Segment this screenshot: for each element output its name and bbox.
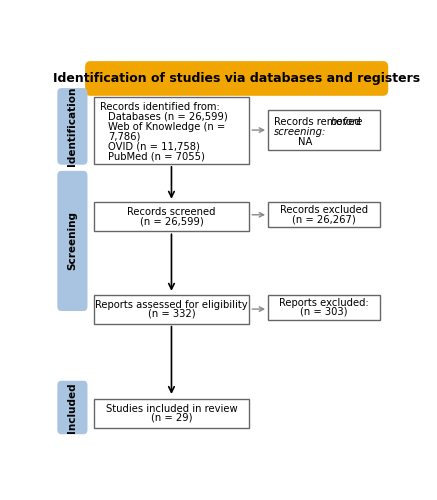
Text: Screening: Screening: [67, 212, 77, 270]
FancyBboxPatch shape: [94, 96, 250, 164]
FancyBboxPatch shape: [94, 399, 250, 428]
Text: Studies included in review: Studies included in review: [106, 404, 237, 413]
Text: Included: Included: [67, 382, 77, 433]
FancyBboxPatch shape: [57, 88, 87, 164]
FancyBboxPatch shape: [94, 202, 250, 232]
FancyBboxPatch shape: [57, 380, 87, 434]
Text: OVID (n = 11,758): OVID (n = 11,758): [108, 142, 200, 152]
Text: PubMed (n = 7055): PubMed (n = 7055): [108, 152, 205, 162]
Text: screening:: screening:: [274, 127, 326, 137]
FancyBboxPatch shape: [57, 171, 87, 311]
Text: (n = 332): (n = 332): [148, 309, 195, 319]
Text: Records excluded: Records excluded: [280, 206, 368, 216]
FancyBboxPatch shape: [268, 202, 380, 228]
Text: (n = 26,599): (n = 26,599): [139, 216, 203, 226]
Text: Reports excluded:: Reports excluded:: [279, 298, 369, 308]
FancyBboxPatch shape: [94, 295, 250, 324]
Text: Records screened: Records screened: [127, 208, 216, 218]
FancyBboxPatch shape: [268, 295, 380, 320]
Text: Records identified from:: Records identified from:: [100, 102, 219, 112]
Text: (n = 26,267): (n = 26,267): [292, 214, 356, 224]
Text: (n = 29): (n = 29): [151, 413, 192, 423]
FancyBboxPatch shape: [85, 61, 388, 96]
FancyBboxPatch shape: [268, 110, 380, 150]
Text: before: before: [331, 117, 363, 127]
Text: 7,786): 7,786): [108, 132, 141, 141]
Text: Identification: Identification: [67, 87, 77, 166]
Text: NA: NA: [298, 137, 312, 147]
Text: Identification of studies via databases and registers: Identification of studies via databases …: [53, 72, 420, 85]
Text: Web of Knowledge (n =: Web of Knowledge (n =: [108, 122, 225, 132]
Text: Databases (n = 26,599): Databases (n = 26,599): [108, 112, 228, 122]
Text: Records removed: Records removed: [274, 117, 364, 127]
Text: Reports assessed for eligibility: Reports assessed for eligibility: [95, 300, 248, 310]
Text: (n = 303): (n = 303): [300, 307, 347, 317]
